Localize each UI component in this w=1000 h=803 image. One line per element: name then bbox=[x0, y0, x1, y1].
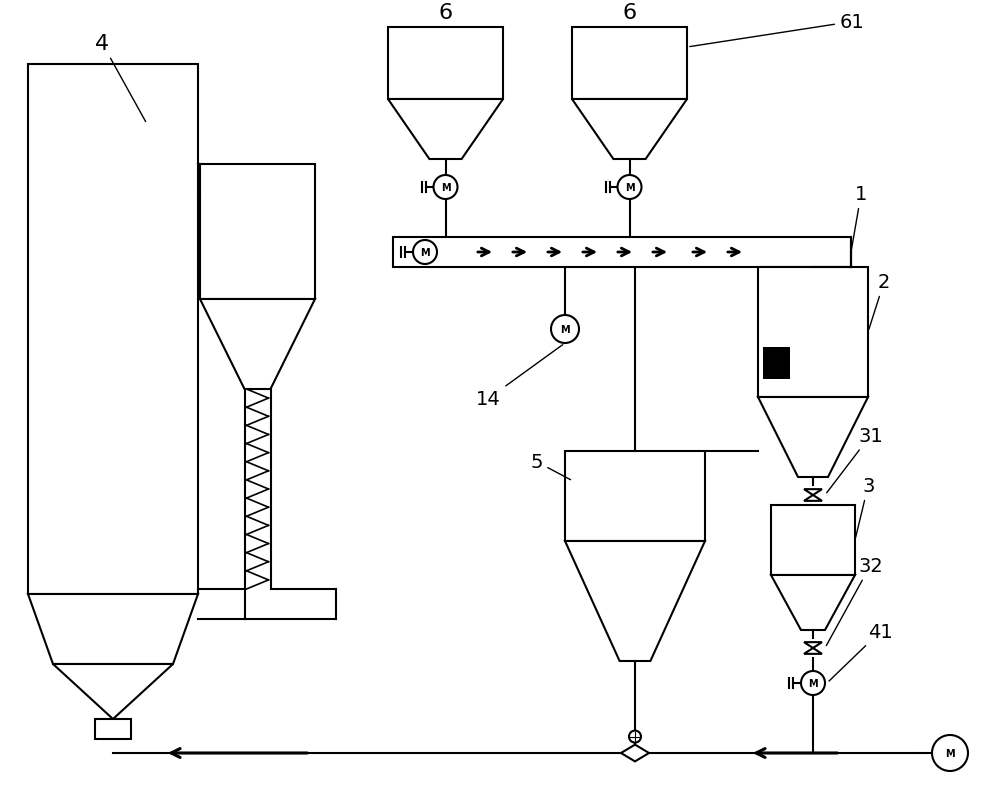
Text: 2: 2 bbox=[869, 273, 890, 330]
Text: M: M bbox=[625, 183, 634, 193]
Bar bbox=[200, 165, 315, 300]
Bar bbox=[95, 719, 131, 739]
Bar bbox=[28, 65, 198, 594]
Polygon shape bbox=[388, 100, 503, 160]
Text: M: M bbox=[945, 748, 955, 758]
Bar bbox=[393, 238, 851, 267]
Text: M: M bbox=[560, 324, 570, 335]
Polygon shape bbox=[758, 397, 868, 478]
Polygon shape bbox=[771, 575, 855, 630]
Polygon shape bbox=[200, 300, 315, 389]
Text: 6: 6 bbox=[622, 3, 637, 23]
Bar bbox=[758, 267, 868, 397]
Bar bbox=[572, 28, 687, 100]
Polygon shape bbox=[621, 744, 649, 761]
Polygon shape bbox=[804, 495, 822, 501]
Text: M: M bbox=[808, 679, 818, 688]
Text: 31: 31 bbox=[827, 426, 883, 493]
Text: 41: 41 bbox=[829, 622, 893, 681]
Polygon shape bbox=[763, 348, 790, 380]
Circle shape bbox=[618, 176, 642, 200]
Bar bbox=[565, 451, 705, 541]
Text: 4: 4 bbox=[95, 34, 146, 122]
Circle shape bbox=[413, 241, 437, 265]
Polygon shape bbox=[53, 664, 173, 719]
Text: 14: 14 bbox=[476, 345, 563, 409]
Bar bbox=[388, 28, 503, 100]
Circle shape bbox=[932, 735, 968, 771]
Text: 3: 3 bbox=[856, 476, 874, 538]
Circle shape bbox=[434, 176, 458, 200]
Text: 6: 6 bbox=[438, 3, 453, 23]
Circle shape bbox=[629, 731, 641, 743]
Polygon shape bbox=[804, 642, 822, 648]
Polygon shape bbox=[804, 648, 822, 654]
Text: M: M bbox=[420, 247, 430, 258]
Polygon shape bbox=[28, 594, 198, 664]
Text: 32: 32 bbox=[826, 556, 883, 646]
Text: 5: 5 bbox=[530, 452, 571, 480]
Text: 61: 61 bbox=[690, 13, 865, 47]
Text: 1: 1 bbox=[851, 185, 867, 250]
Circle shape bbox=[801, 671, 825, 695]
Circle shape bbox=[551, 316, 579, 344]
Text: M: M bbox=[441, 183, 450, 193]
Polygon shape bbox=[565, 541, 705, 661]
Polygon shape bbox=[804, 490, 822, 495]
Bar bbox=[771, 505, 855, 575]
Polygon shape bbox=[572, 100, 687, 160]
